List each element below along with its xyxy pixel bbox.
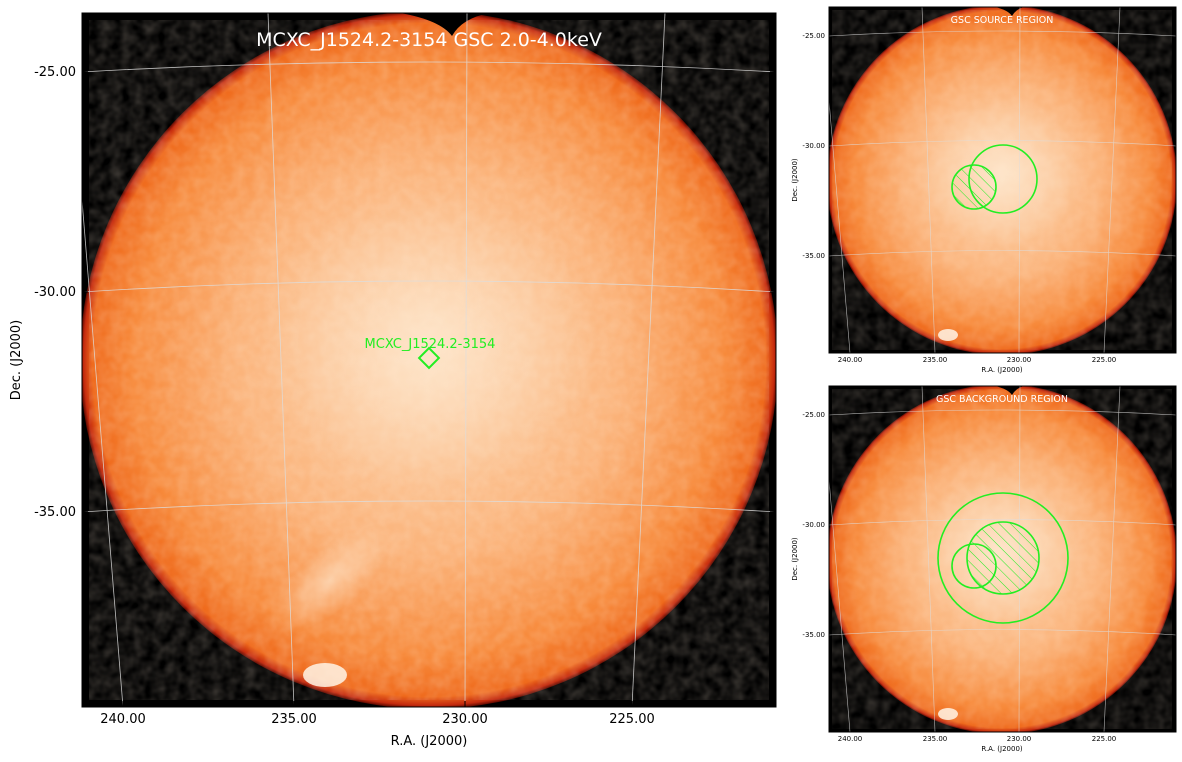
- main-panel: MCXC_J1524.2-3154 MCXC_J1524.2-3154 GSC …: [9, 12, 777, 749]
- background-panel-title: GSC BACKGROUND REGION: [936, 394, 1068, 405]
- background-xtick-label: 240.00: [838, 735, 863, 743]
- source-frame: [828, 6, 1177, 354]
- source-region-panel: GSC SOURCE REGION -25.00 -30.00 -35.00 D…: [791, 6, 1177, 374]
- background-x-axis: 240.00 235.00 230.00 225.00 R.A. (J2000): [838, 735, 1117, 753]
- background-xtick-label: 230.00: [1007, 735, 1032, 743]
- source-marker-label: MCXC_J1524.2-3154: [365, 337, 496, 352]
- main-xtick-label: 235.00: [271, 712, 317, 727]
- background-ytick-label: -30.00: [802, 521, 825, 529]
- source-xtick-label: 230.00: [1007, 356, 1032, 364]
- source-ytick-label: -35.00: [802, 252, 825, 260]
- background-region-panel: GSC BACKGROUND REGION -25.00 -30.00 -35.…: [791, 385, 1177, 753]
- main-top-notch: [400, 13, 490, 36]
- background-ytick-label: -25.00: [802, 411, 825, 419]
- main-x-axis-label: R.A. (J2000): [391, 734, 468, 749]
- source-diffuse-glow: [915, 95, 1085, 245]
- main-title: MCXC_J1524.2-3154 GSC 2.0-4.0keV: [256, 29, 602, 51]
- source-xtick-label: 240.00: [838, 356, 863, 364]
- source-x-axis: 240.00 235.00 230.00 225.00 R.A. (J2000): [838, 356, 1117, 374]
- main-y-axis-label: Dec. (J2000): [9, 320, 24, 400]
- main-diffuse-glow: [260, 190, 600, 490]
- main-xtick-label: 230.00: [442, 712, 488, 727]
- background-y-axis-label: Dec. (J2000): [791, 537, 799, 581]
- main-coordinate-grid: [82, 13, 776, 707]
- background-ytick-label: -35.00: [802, 631, 825, 639]
- source-y-axis: -25.00 -30.00 -35.00 Dec. (J2000): [791, 32, 825, 260]
- source-bright-spot: [938, 329, 958, 341]
- background-frame: [828, 385, 1177, 733]
- main-xtick-label: 240.00: [100, 712, 146, 727]
- background-point-exclusion-circle: [951, 543, 997, 589]
- main-ytick-label: -25.00: [34, 65, 76, 80]
- source-xtick-label: 235.00: [923, 356, 948, 364]
- source-x-axis-label: R.A. (J2000): [981, 366, 1023, 374]
- source-coordinate-grid: [829, 7, 1176, 353]
- source-y-axis-label: Dec. (J2000): [791, 158, 799, 202]
- background-inner-excluded-circle: [966, 521, 1040, 595]
- source-panel-title: GSC SOURCE REGION: [951, 15, 1054, 26]
- main-xtick-label: 225.00: [609, 712, 655, 727]
- main-frame: [81, 12, 777, 708]
- source-xtick-label: 225.00: [1092, 356, 1117, 364]
- main-ytick-label: -30.00: [34, 285, 76, 300]
- main-x-axis: 240.00 235.00 230.00 225.00 R.A. (J2000): [100, 701, 655, 749]
- background-xtick-label: 235.00: [923, 735, 948, 743]
- main-y-axis: -25.00 -30.00 -35.00 Dec. (J2000): [9, 65, 776, 520]
- background-top-notch: [995, 386, 1024, 395]
- background-bright-spot: [938, 708, 958, 720]
- main-bright-spot: [303, 663, 347, 687]
- source-top-notch: [995, 7, 1024, 16]
- main-ytick-label: -35.00: [34, 505, 76, 520]
- background-x-axis-label: R.A. (J2000): [981, 745, 1023, 753]
- main-diffuse-streak: [269, 526, 391, 634]
- background-xtick-label: 225.00: [1092, 735, 1117, 743]
- source-ytick-label: -25.00: [802, 32, 825, 40]
- background-outer-annulus: [937, 492, 1069, 624]
- source-marker-diamond: [417, 346, 441, 370]
- source-ytick-label: -30.00: [802, 142, 825, 150]
- source-excluded-circle: [951, 164, 997, 210]
- background-y-axis: -25.00 -30.00 -35.00 Dec. (J2000): [791, 411, 825, 639]
